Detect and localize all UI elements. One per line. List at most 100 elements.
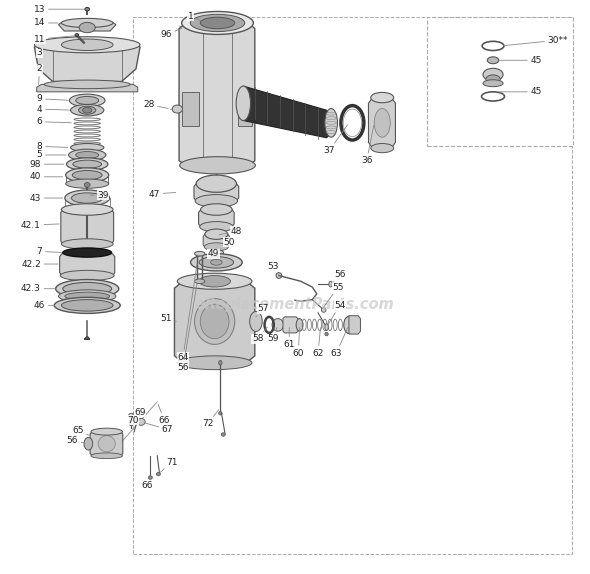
Text: 45: 45 [500,56,542,65]
Text: 51: 51 [160,314,176,323]
Ellipse shape [199,276,231,287]
Ellipse shape [71,104,104,116]
Polygon shape [199,210,234,227]
Ellipse shape [75,34,79,36]
Ellipse shape [91,453,123,459]
Ellipse shape [44,80,130,88]
Text: 30**: 30** [503,36,568,46]
Text: 3: 3 [37,48,42,57]
Text: 59: 59 [267,328,279,343]
Ellipse shape [371,144,394,153]
Polygon shape [203,234,230,247]
Bar [182,92,199,126]
Text: 63: 63 [330,327,348,358]
Ellipse shape [55,280,119,298]
Text: 36: 36 [361,126,373,165]
Ellipse shape [205,229,228,239]
Polygon shape [194,184,239,201]
Ellipse shape [172,105,182,113]
Text: 48: 48 [219,227,242,236]
Ellipse shape [65,190,110,206]
Ellipse shape [67,158,108,170]
Ellipse shape [73,170,102,180]
Ellipse shape [195,195,238,207]
Ellipse shape [487,57,499,64]
Ellipse shape [195,279,205,284]
Text: 64: 64 [178,264,197,362]
Text: 11: 11 [34,34,74,44]
Polygon shape [58,23,116,31]
Ellipse shape [76,152,99,158]
Ellipse shape [65,179,109,188]
Ellipse shape [65,168,109,183]
Text: 13: 13 [34,5,84,14]
Polygon shape [90,432,123,456]
Ellipse shape [195,298,235,344]
Ellipse shape [201,204,232,215]
Ellipse shape [61,204,113,215]
Text: 1: 1 [188,11,201,21]
Ellipse shape [84,437,93,450]
Text: 62: 62 [312,328,324,358]
Ellipse shape [129,419,134,426]
Ellipse shape [137,418,145,425]
Text: 42.3: 42.3 [21,284,55,293]
Ellipse shape [98,436,115,452]
Text: 70: 70 [127,416,139,425]
Ellipse shape [199,257,234,268]
Ellipse shape [219,360,222,365]
Ellipse shape [54,297,120,313]
Bar [427,17,573,146]
Ellipse shape [486,75,500,83]
Text: 14: 14 [34,18,58,28]
Text: 42.1: 42.1 [21,220,59,230]
Text: 4: 4 [37,104,70,114]
Text: 47: 47 [149,189,176,199]
Ellipse shape [371,92,394,103]
Ellipse shape [325,332,328,336]
Ellipse shape [129,413,135,418]
Ellipse shape [84,183,90,187]
Ellipse shape [71,144,104,152]
Ellipse shape [236,86,251,121]
Text: 40: 40 [30,172,63,181]
Text: 5: 5 [37,150,66,160]
Polygon shape [60,254,115,276]
Ellipse shape [179,157,255,174]
Bar [238,92,252,126]
Ellipse shape [221,433,225,436]
Text: 9: 9 [37,94,68,103]
Ellipse shape [325,324,328,331]
Ellipse shape [60,270,114,281]
Ellipse shape [483,80,503,87]
Ellipse shape [191,254,242,271]
Ellipse shape [322,308,326,312]
Ellipse shape [204,243,228,251]
Text: 71: 71 [160,457,178,472]
Ellipse shape [34,37,140,53]
Polygon shape [61,210,114,244]
Ellipse shape [329,281,332,287]
Ellipse shape [178,273,252,289]
Ellipse shape [156,472,160,476]
Ellipse shape [71,193,103,203]
Ellipse shape [70,94,105,107]
Polygon shape [175,281,255,363]
Ellipse shape [200,17,235,29]
Text: 56: 56 [178,284,197,372]
Ellipse shape [73,160,101,168]
Ellipse shape [148,476,152,479]
Ellipse shape [325,108,337,137]
Text: 58: 58 [252,327,267,343]
Ellipse shape [91,428,123,435]
Text: 2: 2 [37,64,42,84]
Text: 60: 60 [293,328,304,358]
Text: 65: 65 [73,426,88,435]
Text: 72: 72 [202,410,219,428]
Text: 6: 6 [37,117,71,126]
Ellipse shape [195,251,205,256]
Ellipse shape [190,14,245,32]
Text: 56: 56 [333,270,346,282]
Polygon shape [34,45,140,82]
Text: 55: 55 [324,282,344,307]
